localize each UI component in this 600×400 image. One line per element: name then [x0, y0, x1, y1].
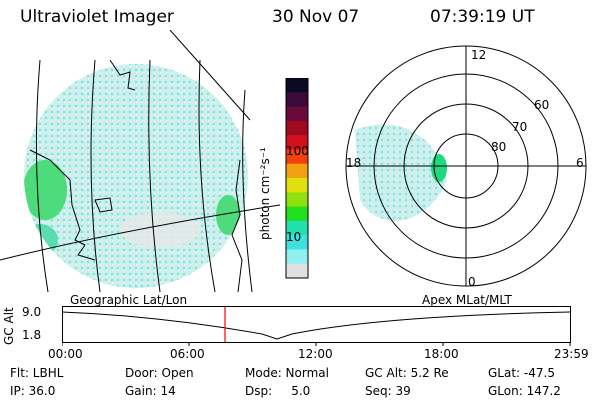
colorbar-swatch	[286, 163, 308, 179]
x-tick-0600: 06:00	[170, 347, 205, 361]
geo-grid-lines	[0, 30, 280, 292]
mlat-label-70: 70	[512, 120, 528, 134]
x-tick-1200: 12:00	[298, 347, 333, 361]
mlat-label-60: 60	[534, 98, 550, 112]
colorbar-swatch	[286, 106, 308, 122]
geographic-image-panel	[0, 30, 280, 292]
polar-mlat-mlt-plot	[345, 45, 587, 287]
mlat-label-80: 80	[491, 140, 507, 154]
altitude-plot	[62, 306, 571, 346]
status-mode: Mode: Normal	[245, 366, 329, 380]
status-glon: GLon: 147.2	[488, 384, 561, 398]
colorbar-swatch	[286, 249, 308, 265]
coastline-outlines	[29, 59, 243, 292]
colorbar-swatch	[286, 135, 308, 150]
instrument-title: Ultraviolet Imager	[20, 7, 174, 27]
colorbar-swatch	[286, 235, 308, 250]
colorbar-swatch	[286, 192, 308, 208]
status-dsp: Dsp: 5.0	[245, 384, 311, 398]
status-gc-alt: GC Alt: 5.2 Re	[365, 366, 449, 380]
altitude-axis-label: GC Alt	[2, 307, 16, 345]
status-gain: Gain: 14	[125, 384, 176, 398]
colorbar-swatch	[286, 92, 308, 108]
colorbar-swatch	[286, 206, 308, 222]
date-label: 30 Nov 07	[272, 7, 360, 27]
colorbar-unit-label: photon cm⁻²s⁻¹	[258, 147, 272, 240]
colorbar	[285, 78, 309, 279]
colorbar-swatch	[286, 149, 308, 165]
mlt-label-6: 6	[576, 156, 584, 170]
colorbar-swatch	[286, 78, 308, 93]
status-glat: GLat: -47.5	[488, 366, 555, 380]
mlt-label-12: 12	[471, 48, 487, 62]
altitude-tick-9: 9.0	[22, 305, 42, 319]
colorbar-tick-100: 100	[286, 144, 309, 158]
colorbar-swatch	[286, 263, 308, 279]
x-tick-1800: 18:00	[424, 347, 459, 361]
colorbar-swatch	[286, 220, 308, 236]
status-seq: Seq: 39	[365, 384, 411, 398]
time-label: 07:39:19 UT	[430, 7, 535, 27]
polar-grid	[345, 45, 587, 287]
polar-emission-image	[355, 124, 447, 221]
status-ip: IP: 36.0	[10, 384, 56, 398]
geo-emission-image	[24, 64, 248, 288]
mlt-label-18: 18	[346, 156, 362, 170]
geographic-caption: Geographic Lat/Lon	[70, 293, 188, 307]
status-flt: Flt: LBHL	[10, 366, 64, 380]
colorbar-swatch	[286, 120, 308, 136]
x-tick-0000: 00:00	[48, 347, 83, 361]
altitude-x-ticks	[62, 342, 571, 346]
status-door: Door: Open	[125, 366, 194, 380]
altitude-tick-1-8: 1.8	[22, 328, 42, 342]
colorbar-tick-10: 10	[286, 230, 302, 244]
colorbar-swatch	[286, 178, 308, 193]
mlt-label-0: 0	[468, 275, 476, 289]
apex-caption: Apex MLat/MLT	[422, 293, 512, 307]
x-tick-2359: 23:59	[554, 347, 589, 361]
